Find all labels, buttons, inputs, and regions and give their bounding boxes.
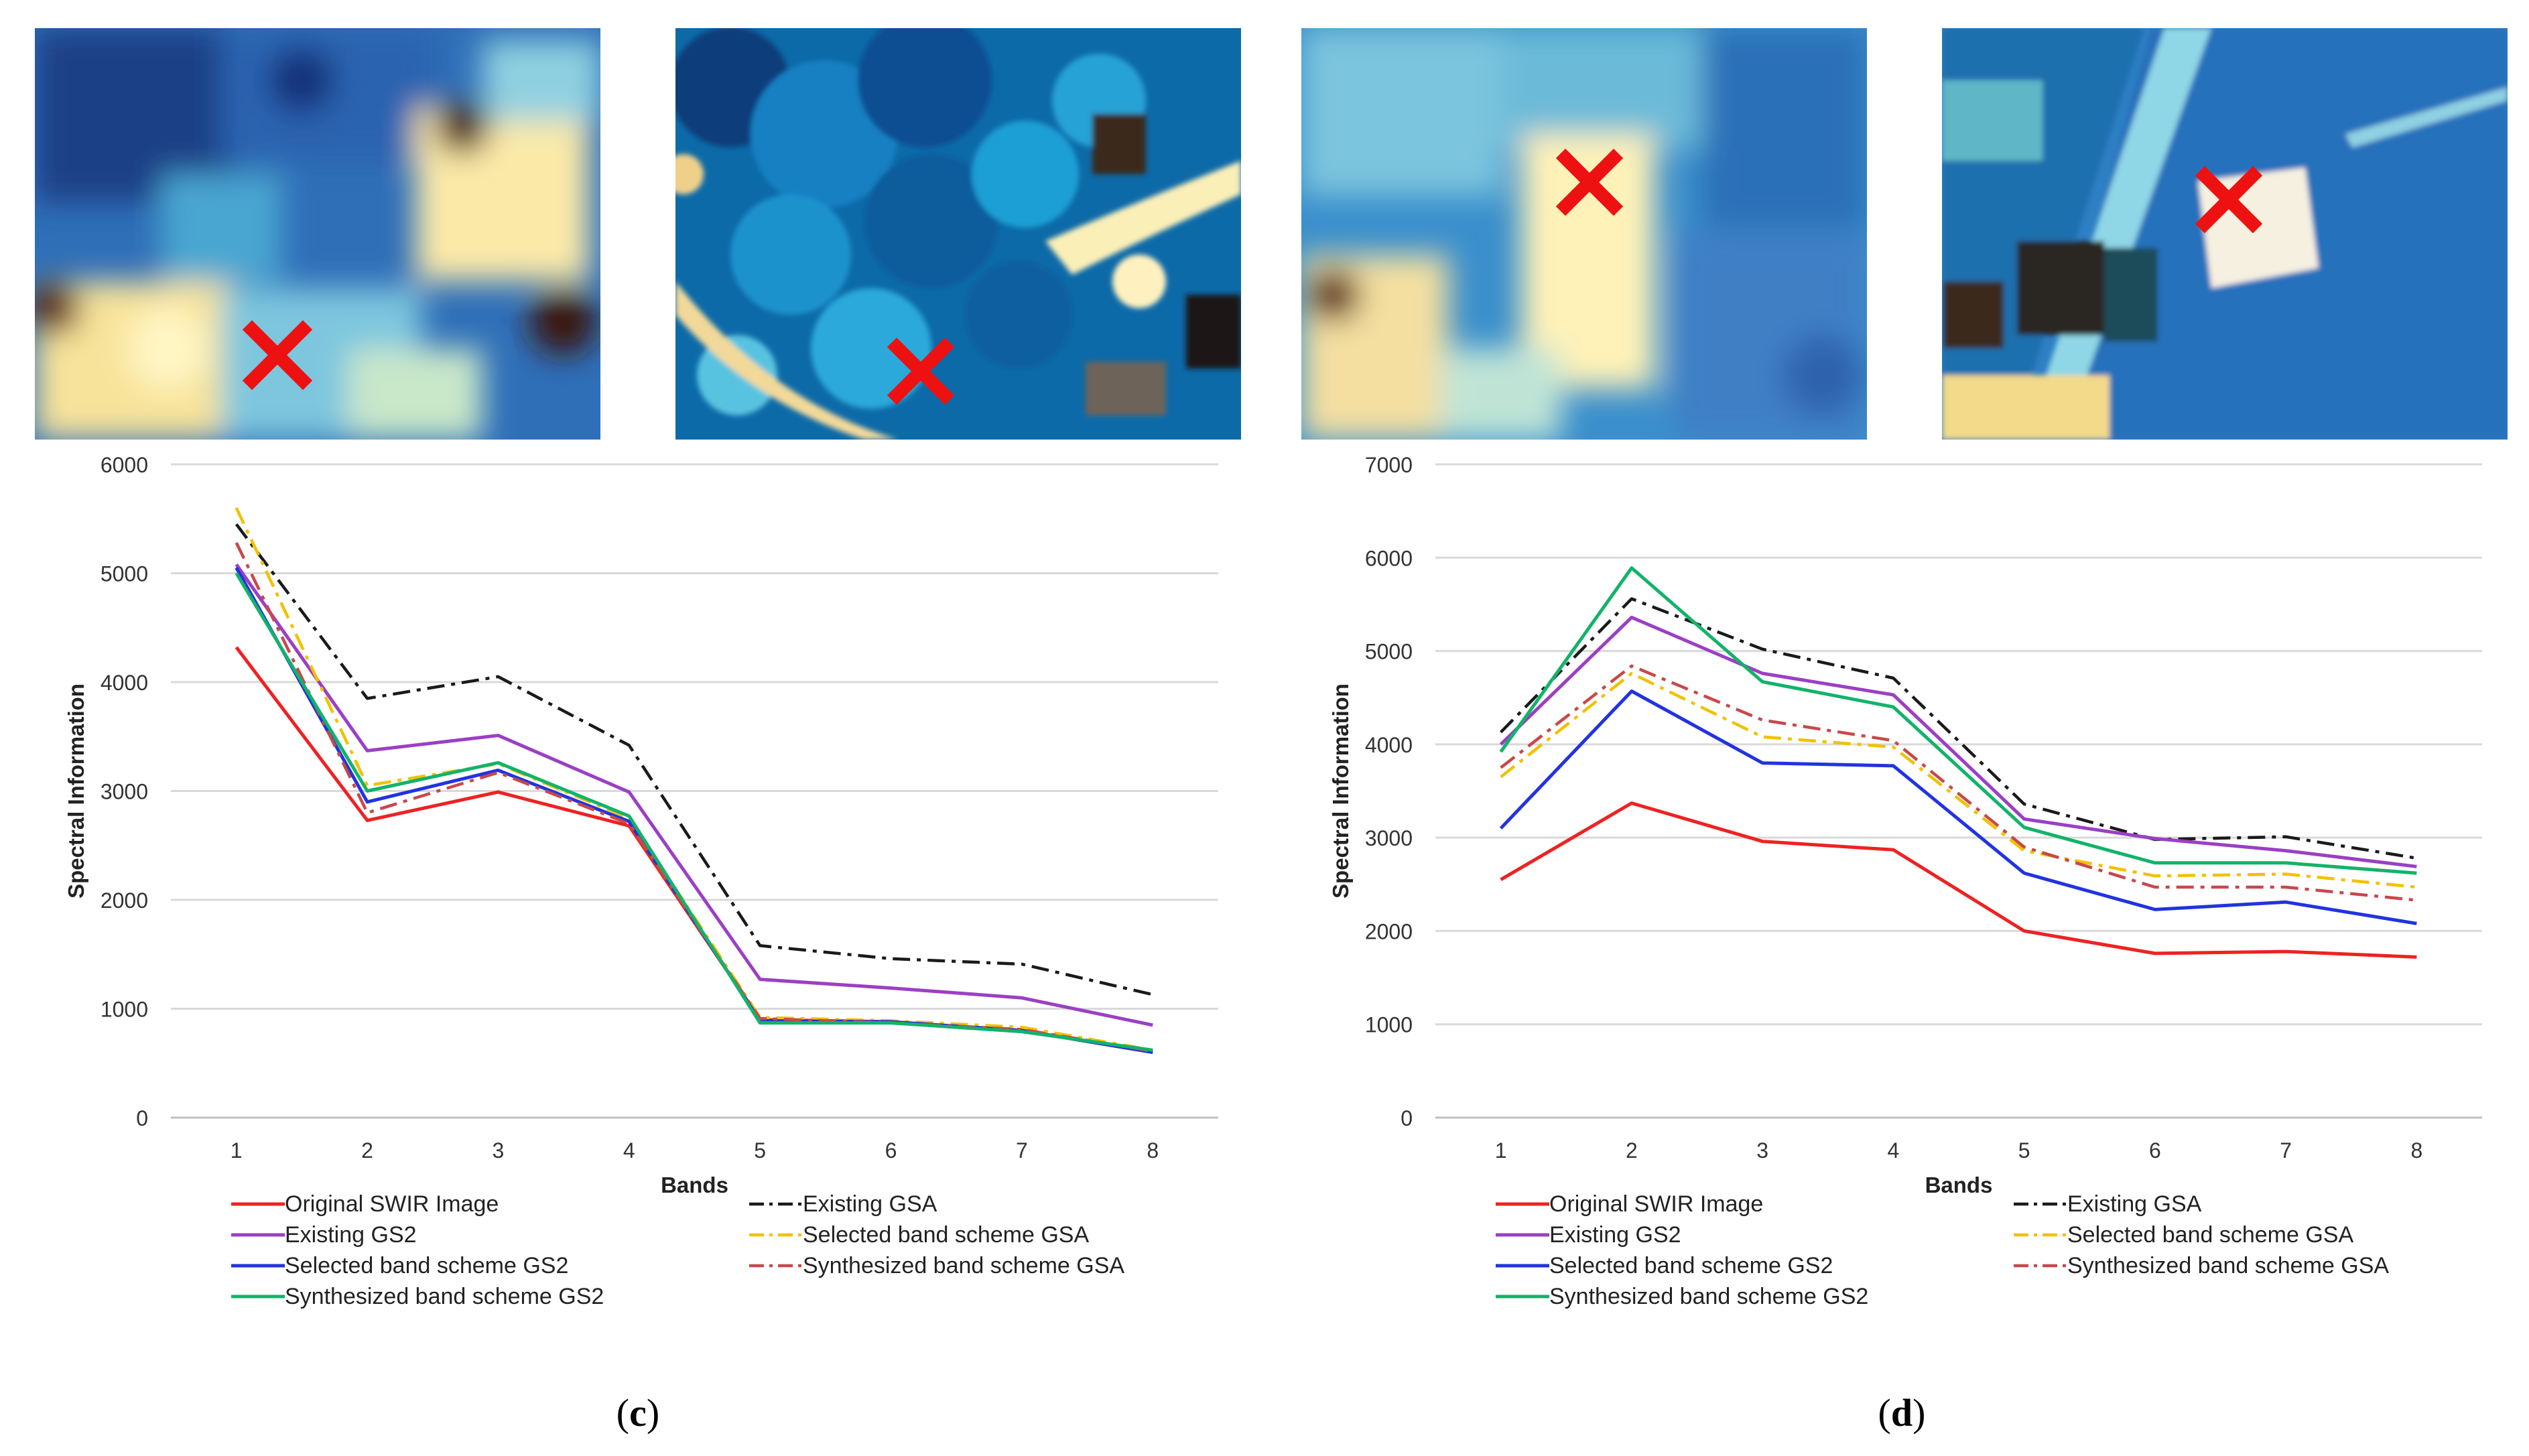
thumbnail-d-low-resolution (1301, 28, 1867, 440)
legend-label: Original SWIR Image (1549, 1191, 1763, 1217)
y-tick-label: 1000 (101, 998, 148, 1022)
thumbnail-c-high-resolution (675, 28, 1241, 440)
series-line-synthesized-band-scheme-gsa (235, 542, 1153, 1053)
legend-label: Existing GSA (803, 1191, 937, 1217)
legend-item-original-swir-image: Original SWIR Image (1496, 1191, 1763, 1217)
series-line-selected-band-scheme-gsa (1500, 671, 2417, 889)
panel-label-d: (d) (1878, 1391, 1926, 1435)
legend-item-existing-gsa: Existing GSA (2014, 1191, 2202, 1217)
legend-item-synthesized-band-scheme-gs2: Synthesized band scheme GS2 (231, 1284, 604, 1309)
y-tick-label: 0 (136, 1106, 148, 1130)
legend-item-original-swir-image: Original SWIR Image (231, 1191, 499, 1217)
y-tick-label: 7000 (1365, 453, 1413, 477)
series-line-existing-gs2 (1499, 615, 2417, 868)
legend-item-existing-gsa: Existing GSA (749, 1191, 937, 1217)
legend-item-existing-gs2: Existing GS2 (1496, 1222, 1681, 1248)
series-line-existing-gs2 (235, 564, 1153, 1027)
y-tick-label: 5000 (1365, 640, 1413, 664)
series-line-synthesized-band-scheme-gs2 (1499, 566, 2417, 875)
legend-label: Synthesized band scheme GSA (2067, 1253, 2389, 1278)
red-x-marker-icon (1555, 148, 1624, 216)
panel-label-c: (c) (617, 1391, 659, 1435)
x-tick-label: 7 (1016, 1138, 1028, 1163)
legend-item-selected-band-scheme-gsa: Selected band scheme GSA (749, 1222, 1089, 1248)
legend-label: Selected band scheme GSA (803, 1222, 1089, 1248)
y-tick-label: 5000 (101, 562, 148, 586)
x-tick-label: 3 (493, 1138, 505, 1163)
x-tick-label: 2 (1626, 1138, 1638, 1163)
legend-label: Existing GS2 (1549, 1222, 1681, 1248)
legend-item-selected-band-scheme-gsa: Selected band scheme GSA (2014, 1222, 2353, 1248)
x-tick-label: 1 (231, 1138, 243, 1163)
x-tick-label: 7 (2280, 1138, 2292, 1163)
legend-label: Synthesized band scheme GS2 (1549, 1284, 1868, 1309)
x-axis-title: Bands (661, 1173, 728, 1197)
y-tick-label: 3000 (1365, 826, 1413, 850)
legend-label: Original SWIR Image (285, 1191, 499, 1217)
legend-label: Synthesized band scheme GS2 (285, 1284, 604, 1309)
legend-item-synthesized-band-scheme-gs2: Synthesized band scheme GS2 (1496, 1284, 1868, 1309)
x-tick-label: 5 (2018, 1138, 2030, 1163)
legend-label: Synthesized band scheme GSA (803, 1253, 1124, 1278)
chart-panel-c: 0 1000 2000 3000 4000 5000 6000 1 2 3 4 5 6 7 8 Bands Sp… (64, 453, 1218, 1309)
x-tick-label: 5 (754, 1138, 766, 1163)
y-tick-label: 1000 (1365, 1013, 1413, 1037)
x-tick-label: 1 (1495, 1138, 1507, 1163)
y-tick-label: 3000 (101, 780, 148, 804)
series-line-selected-band-scheme-gsa (235, 507, 1153, 1052)
legend-label: Selected band scheme GSA (2067, 1222, 2353, 1248)
legend-label: Existing GS2 (285, 1222, 417, 1248)
series-line-synthesized-band-scheme-gsa (1500, 664, 2417, 902)
legend-label: Selected band scheme GS2 (285, 1253, 568, 1278)
legend-item-synthesized-band-scheme-gsa: Synthesized band scheme GSA (749, 1253, 1124, 1278)
x-tick-label: 4 (1887, 1138, 1899, 1163)
y-tick-label: 2000 (101, 888, 148, 913)
red-x-marker-icon (2195, 166, 2263, 234)
y-tick-label: 6000 (101, 453, 148, 477)
legend-item-existing-gs2: Existing GS2 (231, 1222, 417, 1248)
x-axis-title: Bands (1925, 1173, 1993, 1197)
y-tick-label: 0 (1401, 1106, 1413, 1130)
legend-label: Selected band scheme GS2 (1549, 1253, 1833, 1278)
chart-panel-d: 0 1000 2000 3000 4000 5000 6000 7000 1 2 3 4 5 6 7 8 Ban… (1328, 453, 2482, 1309)
y-axis-title: Spectral Information (64, 683, 88, 899)
series-line-synthesized-band-scheme-gs2 (235, 572, 1153, 1052)
x-tick-label: 2 (361, 1138, 373, 1163)
series-line-original-swir-image (235, 646, 1153, 1054)
x-tick-label: 3 (1756, 1138, 1768, 1163)
thumbnail-c-low-resolution (35, 28, 600, 440)
legend-item-selected-band-scheme-gs2: Selected band scheme GS2 (231, 1253, 568, 1278)
x-tick-label: 8 (1147, 1138, 1159, 1163)
red-x-marker-icon (887, 337, 955, 405)
thumbnail-d-high-resolution (1942, 28, 2508, 440)
series-line-selected-band-scheme-gs2 (235, 567, 1153, 1054)
y-tick-label: 4000 (101, 671, 148, 695)
x-tick-label: 8 (2410, 1138, 2422, 1163)
series-line-existing-gsa (1499, 597, 2417, 860)
series-line-original-swir-image (1500, 801, 2417, 959)
legend-item-synthesized-band-scheme-gsa: Synthesized band scheme GSA (2014, 1253, 2389, 1278)
x-tick-label: 6 (885, 1138, 897, 1163)
x-tick-label: 6 (2149, 1138, 2161, 1163)
y-tick-label: 6000 (1365, 546, 1413, 570)
red-x-marker-icon (242, 320, 313, 391)
series-line-existing-gsa (235, 523, 1153, 996)
x-tick-label: 4 (623, 1138, 635, 1163)
series-line-selected-band-scheme-gs2 (1499, 689, 2417, 925)
legend-label: Existing GSA (2067, 1191, 2202, 1217)
legend-item-selected-band-scheme-gs2: Selected band scheme GS2 (1496, 1253, 1833, 1278)
y-tick-label: 2000 (1365, 919, 1413, 943)
y-axis-title: Spectral Information (1328, 683, 1353, 899)
y-tick-label: 4000 (1365, 733, 1413, 757)
